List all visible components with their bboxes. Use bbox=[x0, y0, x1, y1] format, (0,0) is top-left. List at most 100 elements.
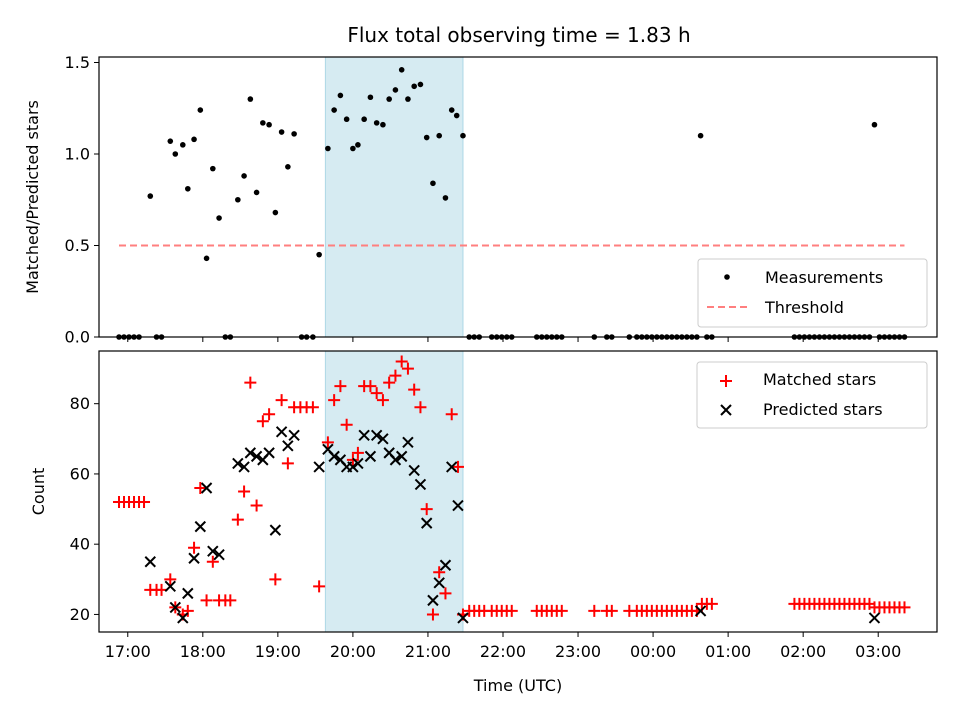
predicted-star-point bbox=[182, 587, 194, 600]
bottom-x-tick-label: 17:00 bbox=[105, 642, 151, 661]
measurement-point bbox=[210, 165, 216, 172]
measurement-point bbox=[266, 121, 272, 128]
measurement-point bbox=[180, 142, 186, 148]
predicted-star-point bbox=[282, 440, 294, 452]
measurement-point bbox=[191, 136, 197, 143]
bottom-y-tick-label: 80 bbox=[70, 394, 90, 413]
matched-star-point bbox=[433, 566, 446, 579]
measurement-point bbox=[278, 129, 285, 135]
matched-star-point bbox=[370, 387, 383, 400]
matched-star-point bbox=[340, 418, 353, 431]
predicted-star-point bbox=[313, 461, 325, 473]
bottom-axes-frame bbox=[98, 350, 938, 633]
predicted-star-point bbox=[347, 461, 359, 473]
bottom-x-tick-label: 21:00 bbox=[405, 642, 451, 661]
matched-star-point bbox=[705, 597, 718, 610]
predicted-star-point bbox=[694, 605, 707, 617]
matched-star-point bbox=[351, 446, 364, 459]
predicted-star-point bbox=[402, 436, 414, 449]
bottom-y-tick-label: 20 bbox=[70, 605, 90, 624]
legend-matched-label: Matched stars bbox=[763, 370, 876, 389]
legend-threshold-label: Threshold bbox=[764, 298, 844, 317]
matched-star-point bbox=[188, 541, 201, 554]
top-y-tick-label: 1.5 bbox=[65, 53, 90, 72]
matched-star-point bbox=[555, 604, 568, 617]
matched-star-point bbox=[306, 401, 319, 414]
matched-star-point bbox=[328, 394, 341, 407]
matched-star-point bbox=[321, 436, 334, 449]
legend-measurements-marker bbox=[724, 274, 730, 280]
matched-star-point bbox=[346, 453, 359, 466]
matched-star-point bbox=[605, 604, 618, 617]
matched-star-point bbox=[281, 457, 294, 470]
matched-star-point bbox=[376, 394, 389, 407]
bottom-x-tick-label: 22:00 bbox=[480, 642, 526, 661]
matched-star-point bbox=[238, 485, 251, 498]
matched-star-point bbox=[231, 513, 244, 526]
predicted-star-point bbox=[213, 549, 225, 561]
measurement-point bbox=[185, 185, 191, 192]
matched-star-point bbox=[898, 601, 911, 614]
top-panel: 0.0 0.5 1.0 1.5 Matched/Predicted stars Mea… bbox=[23, 53, 938, 347]
matched-star-point bbox=[408, 383, 421, 396]
matched-star-point bbox=[334, 380, 347, 393]
bottom-x-tick-label: 19:00 bbox=[255, 642, 301, 661]
legend-predicted-marker bbox=[720, 404, 732, 416]
matched-star-point bbox=[269, 573, 282, 586]
matched-star-point bbox=[164, 573, 177, 586]
matched-star-point bbox=[250, 499, 263, 512]
measurement-point bbox=[417, 81, 424, 88]
bottom-shaded-region bbox=[324, 350, 464, 633]
measurement-point bbox=[871, 121, 878, 128]
matched-star-point bbox=[439, 587, 452, 600]
measurement-point bbox=[460, 132, 466, 139]
predicted-star-point bbox=[370, 429, 383, 442]
bottom-legend-box bbox=[696, 361, 928, 429]
measurement-point bbox=[272, 209, 279, 216]
predicted-star-point bbox=[328, 450, 340, 463]
matched-star-point bbox=[588, 604, 601, 617]
measurement-point bbox=[697, 132, 704, 139]
matched-star-point bbox=[194, 481, 207, 494]
top-axis-ticks: 0.0 0.5 1.0 1.5 bbox=[65, 53, 879, 347]
predicted-star-point bbox=[194, 520, 207, 533]
measurement-point bbox=[453, 112, 460, 119]
measurement-point bbox=[253, 189, 260, 196]
measurement-point bbox=[398, 67, 405, 73]
predicted-star-point bbox=[250, 450, 263, 463]
chart-title: Flux total observing time = 1.83 h bbox=[347, 23, 690, 47]
predicted-star-point bbox=[188, 552, 200, 564]
measurement-point bbox=[325, 145, 331, 152]
measurement-point bbox=[411, 83, 417, 90]
matched-star-point bbox=[505, 604, 518, 617]
measurement-point bbox=[241, 173, 247, 179]
measurement-point bbox=[235, 196, 241, 203]
predicted-star-point bbox=[358, 429, 370, 442]
bottom-x-tick-label: 18:00 bbox=[180, 642, 226, 661]
measurement-point bbox=[423, 134, 430, 141]
predicted-star-point bbox=[164, 580, 177, 593]
bottom-x-tick-label: 02:00 bbox=[780, 642, 826, 661]
predicted-star-point bbox=[457, 612, 469, 624]
predicted-star-point bbox=[200, 482, 213, 494]
matched-star-point bbox=[383, 376, 396, 389]
top-legend: Measurements Threshold bbox=[697, 258, 928, 328]
matched-star-point bbox=[275, 394, 288, 407]
measurement-point bbox=[203, 255, 210, 262]
matched-star-point bbox=[206, 555, 219, 568]
predicted-star-point bbox=[238, 461, 250, 473]
top-y-tick-label: 0.5 bbox=[65, 236, 90, 255]
top-axes-frame bbox=[98, 56, 938, 338]
matched-star-point bbox=[244, 376, 257, 389]
bottom-y-tick-label: 60 bbox=[70, 464, 90, 483]
measurement-point bbox=[216, 215, 222, 221]
predicted-star-point bbox=[244, 447, 257, 459]
predicted-star-point bbox=[408, 464, 420, 477]
bottom-x-tick-label: 00:00 bbox=[630, 642, 676, 661]
top-legend-box bbox=[697, 258, 928, 328]
top-y-tick-label: 0.0 bbox=[65, 328, 90, 347]
predicted-star-point bbox=[169, 601, 182, 614]
x-axis-label: Time (UTC) bbox=[473, 676, 562, 695]
matched-star-point bbox=[313, 580, 326, 593]
